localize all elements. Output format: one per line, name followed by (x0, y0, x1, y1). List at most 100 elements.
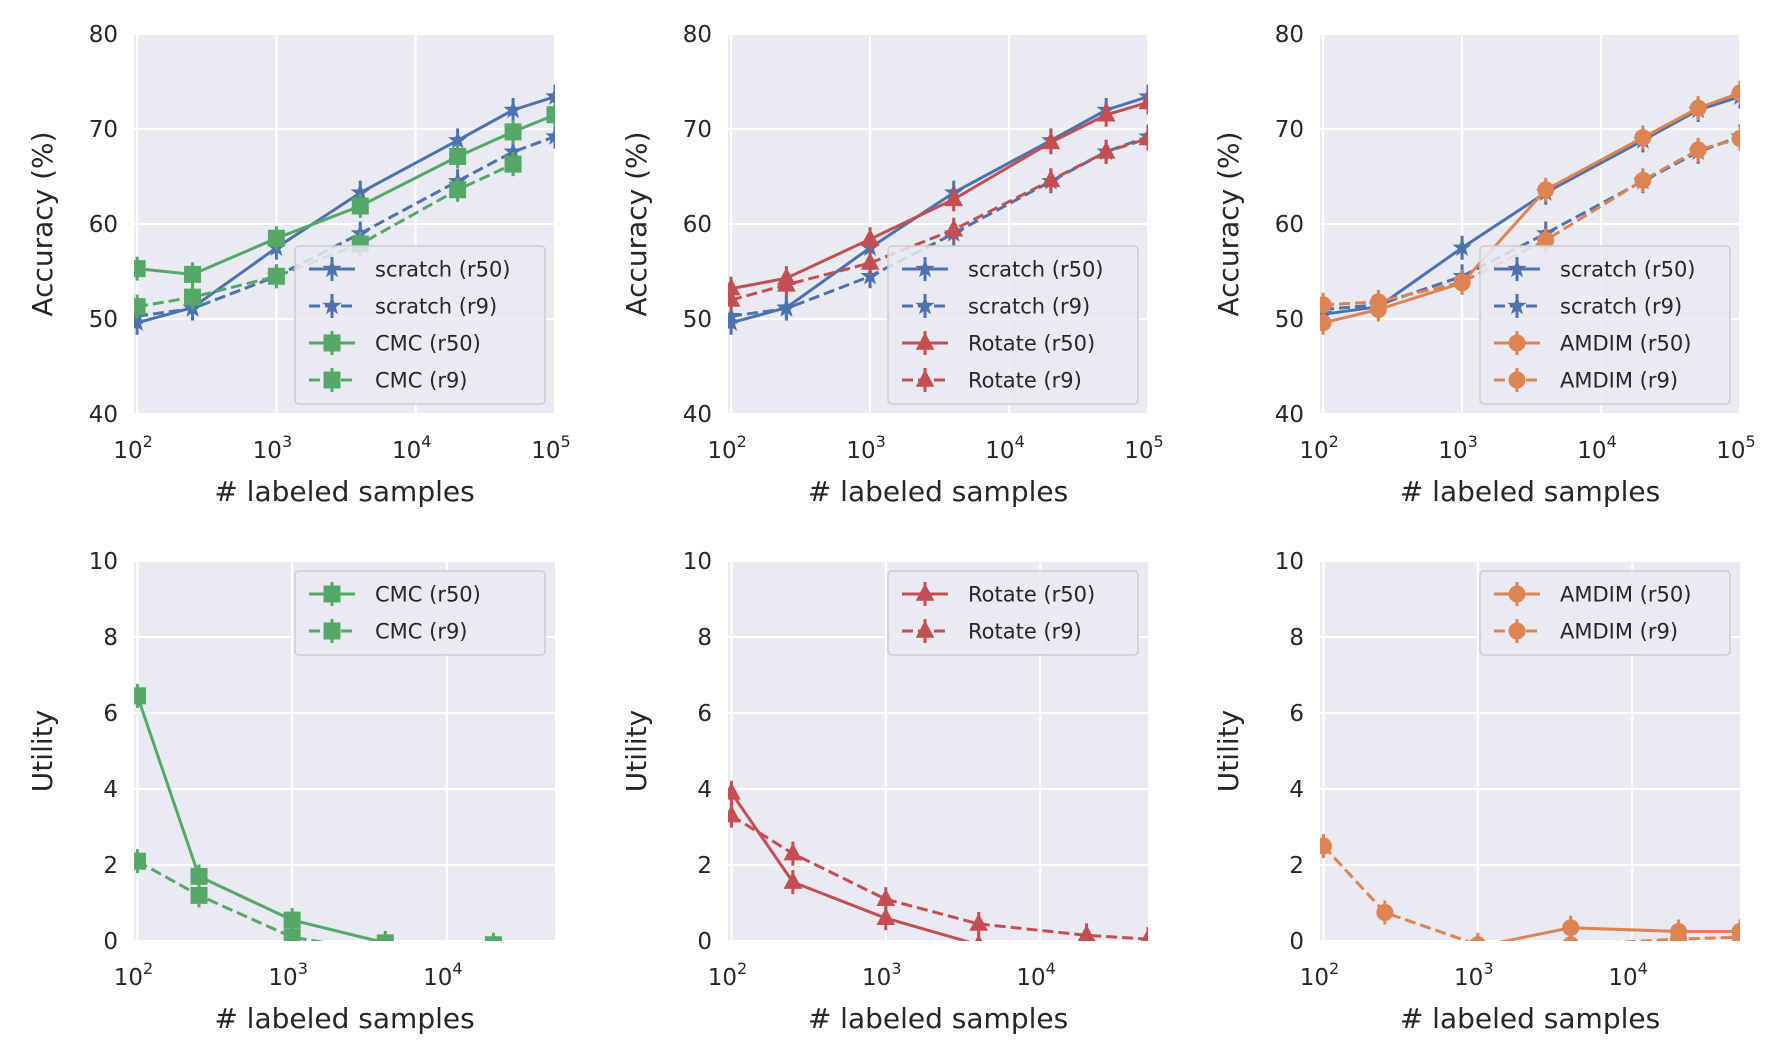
y-tick-label: 70 (89, 117, 118, 143)
data-point (1320, 837, 1332, 855)
x-tick-label: 103 (846, 432, 885, 464)
x-tick-label: 104 (985, 432, 1024, 464)
data-point (1731, 130, 1740, 147)
data-point (504, 123, 522, 141)
data-point (190, 867, 208, 885)
legend: scratch (r50) scratch (r9) CMC (r50) CMC (r… (294, 245, 546, 405)
x-axis-label: # labeled samples (1400, 475, 1660, 508)
series-line (1322, 844, 1740, 941)
data-point (1562, 919, 1580, 937)
legend-label: scratch (r50) (1560, 258, 1696, 282)
data-point (1563, 936, 1579, 941)
legend-marker (1508, 585, 1526, 603)
x-axis-label: # labeled samples (214, 475, 474, 508)
x-tick-label: 105 (1124, 432, 1163, 464)
series-layer (728, 84, 1148, 335)
legend: AMDIM (r50) AMDIM (r9) (1479, 570, 1731, 656)
y-tick-label: 10 (683, 549, 712, 575)
legend-label: scratch (r9) (968, 295, 1090, 319)
legend-label: AMDIM (r9) (1560, 369, 1678, 393)
data-point (449, 181, 467, 199)
data-point (1077, 924, 1096, 941)
data-point (783, 842, 803, 861)
y-tick-label: 80 (683, 22, 712, 48)
series-line (136, 162, 514, 309)
y-tick-label: 2 (103, 853, 118, 879)
data-point (484, 936, 502, 941)
data-point (1470, 936, 1486, 941)
data-point (728, 782, 741, 800)
legend-frame (887, 570, 1139, 656)
x-tick-label: 104 (1016, 959, 1055, 991)
data-point (485, 944, 502, 961)
data-point (283, 911, 301, 929)
data-point (1634, 129, 1652, 147)
data-point (1138, 127, 1148, 146)
y-tick-label: 4 (103, 777, 118, 803)
data-point (1670, 930, 1688, 941)
data-point (1138, 91, 1148, 110)
x-tick-label: 104 (1608, 959, 1647, 991)
data-point (376, 934, 394, 941)
series-line (730, 814, 1148, 941)
legend-marker (322, 295, 342, 315)
legend-item: scratch (r50) (902, 257, 1104, 282)
y-tick-label: 10 (1275, 549, 1304, 575)
legend-marker (323, 585, 341, 603)
y-tick-label: 2 (1289, 853, 1304, 879)
legend-marker (323, 371, 341, 389)
x-tick-label: 105 (531, 432, 570, 464)
x-axis-label: # labeled samples (214, 1002, 474, 1035)
data-point (134, 298, 146, 316)
legend: scratch (r50) scratch (r9) AMDIM (r50) AMDI… (1479, 245, 1731, 405)
data-point (134, 260, 146, 278)
x-tick-label: 102 (113, 432, 152, 464)
data-point (1634, 171, 1652, 189)
legend-marker (322, 258, 342, 278)
series-layer (134, 683, 502, 961)
legend-item: CMC (r50) (309, 331, 481, 356)
data-point (184, 265, 202, 283)
legend-marker (323, 334, 341, 352)
x-tick-label: 103 (253, 432, 292, 464)
data-point (860, 252, 880, 270)
y-axis-label: Accuracy (%) (1212, 131, 1245, 316)
y-axis-label: Utility (620, 710, 653, 792)
legend-item: AMDIM (r50) (1494, 582, 1691, 607)
y-tick-label: 50 (89, 307, 118, 333)
legend-frame (887, 245, 1139, 405)
x-tick-label: 105 (1716, 432, 1755, 464)
data-point (134, 687, 146, 705)
y-tick-label: 70 (683, 117, 712, 143)
legend-item: AMDIM (r9) (1494, 368, 1678, 393)
legend-item: scratch (r9) (1494, 294, 1682, 319)
data-point (975, 934, 983, 941)
legend-label: Rotate (r50) (968, 583, 1095, 607)
x-tick-label: 104 (423, 959, 462, 991)
legend-label: scratch (r9) (1560, 295, 1682, 319)
legend-item: Rotate (r9) (902, 368, 1082, 393)
legend-label: AMDIM (r9) (1560, 620, 1678, 644)
legend-marker (1507, 258, 1527, 278)
data-point (184, 288, 202, 306)
legend-item: Rotate (r50) (902, 582, 1095, 607)
y-tick-label: 0 (697, 929, 712, 955)
data-point (1376, 904, 1394, 921)
y-tick-label: 0 (1289, 929, 1304, 955)
legend-item: AMDIM (r50) (1494, 331, 1691, 356)
data-point (351, 197, 369, 215)
data-point (876, 888, 896, 906)
data-point (876, 907, 896, 925)
y-tick-label: 40 (1275, 402, 1304, 428)
data-point (447, 130, 468, 149)
x-tick-label: 102 (707, 432, 746, 464)
data-point (1096, 141, 1116, 159)
y-tick-label: 4 (697, 777, 712, 803)
y-tick-label: 8 (697, 625, 712, 651)
data-point (944, 219, 964, 237)
legend-marker (915, 332, 935, 350)
data-point (504, 155, 522, 173)
legend-label: AMDIM (r50) (1560, 583, 1691, 607)
data-point (1096, 104, 1116, 122)
legend-frame (1479, 245, 1731, 405)
